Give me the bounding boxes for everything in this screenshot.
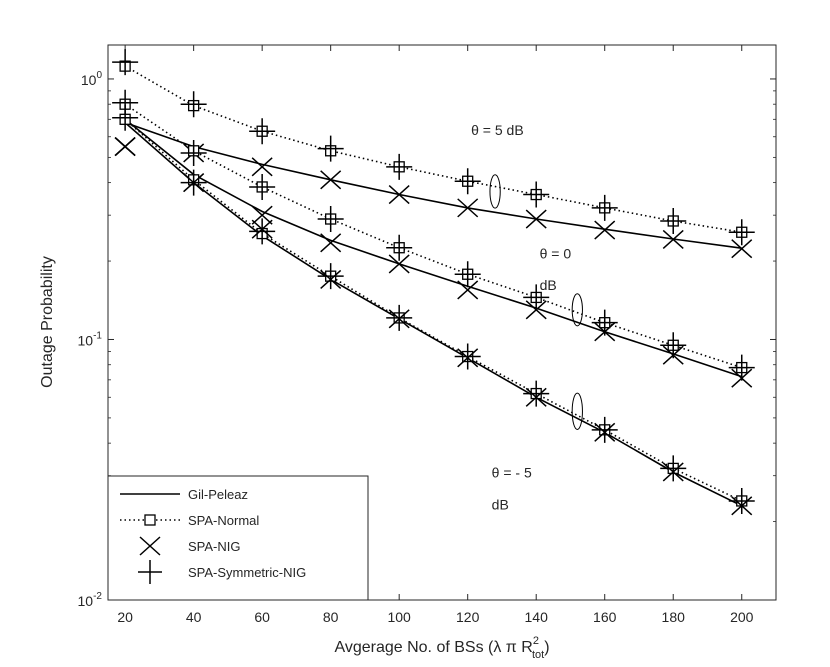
point-spa-symmetric-nig xyxy=(591,194,618,221)
legend-entry-spa-symmetric-nig: SPA-Symmetric-NIG xyxy=(138,560,306,584)
x-tick-label: 180 xyxy=(662,609,686,625)
point-spa-symmetric-nig xyxy=(317,263,344,290)
point-spa-nig xyxy=(594,220,616,240)
y-tick-label-base: 10 xyxy=(81,72,97,88)
annotation-label: dB xyxy=(540,277,557,293)
point-spa-nig xyxy=(525,209,547,229)
point-spa-nig xyxy=(320,233,342,253)
point-spa-nig xyxy=(251,157,273,177)
point-spa-symmetric-nig xyxy=(523,284,550,311)
point-spa-symmetric-nig xyxy=(728,219,755,246)
point-spa-symmetric-nig xyxy=(180,91,207,118)
point-spa-symmetric-nig xyxy=(728,354,755,381)
x-tick-label: 80 xyxy=(323,609,339,625)
x-axis-label-close: ) xyxy=(544,639,549,656)
point-spa-symmetric-nig xyxy=(317,206,344,233)
point-spa-symmetric-nig xyxy=(660,455,687,482)
legend-entry-spa-nig: SPA-NIG xyxy=(139,536,241,556)
point-spa-symmetric-nig xyxy=(523,181,550,208)
point-spa-symmetric-nig xyxy=(249,218,276,245)
point-spa-nig xyxy=(114,137,136,157)
annotation-label: θ = 5 dB xyxy=(471,122,524,138)
point-spa-symmetric-nig xyxy=(112,49,139,76)
y-tick-label-exp: -2 xyxy=(93,591,102,602)
point-spa-nig xyxy=(731,239,753,259)
y-tick-label-base: 10 xyxy=(78,593,94,609)
point-spa-symmetric-nig xyxy=(317,135,344,162)
x-tick-label: 160 xyxy=(593,609,617,625)
y-axis-label: Outage Probability xyxy=(39,256,56,388)
legend-label-spa-symmetric-nig: SPA-Symmetric-NIG xyxy=(188,565,306,580)
point-spa-symmetric-nig xyxy=(591,309,618,336)
legend-label-spa-normal: SPA-Normal xyxy=(188,513,259,528)
x-tick-label: 140 xyxy=(525,609,549,625)
point-spa-symmetric-nig xyxy=(386,153,413,180)
point-spa-symmetric-nig xyxy=(454,343,481,370)
point-spa-symmetric-nig xyxy=(454,261,481,288)
series-gil-peleaz-line xyxy=(124,121,743,507)
y-tick-label: 10-2 xyxy=(78,591,103,609)
point-spa-nig xyxy=(388,184,410,205)
x-tick-label: 60 xyxy=(254,609,270,625)
point-spa-nig xyxy=(457,198,479,218)
annotations-layer: θ = 5 dB θ = 0 dB θ = - 5 dB xyxy=(471,122,583,512)
group-ellipse xyxy=(571,392,583,430)
point-spa-symmetric-nig xyxy=(180,139,207,166)
y-tick-label-base: 10 xyxy=(78,332,94,348)
legend-marker-x xyxy=(139,536,161,556)
point-spa-nig xyxy=(662,229,684,250)
x-axis-label-main: Avgerage No. of BSs (λ π R xyxy=(334,639,532,656)
x-tick-label: 120 xyxy=(456,609,480,625)
y-tick-label-exp: 0 xyxy=(96,70,102,81)
x-axis-label-sup: 2 xyxy=(533,635,539,647)
point-spa-symmetric-nig xyxy=(591,416,618,443)
annotation-label: θ = - 5 xyxy=(492,465,532,481)
group-ellipse xyxy=(571,293,583,327)
point-spa-symmetric-nig xyxy=(386,304,413,331)
series-spa-normal-line xyxy=(124,103,742,369)
x-tick-label: 200 xyxy=(730,609,754,625)
point-spa-symmetric-nig xyxy=(660,207,687,234)
point-spa-symmetric-nig xyxy=(249,173,276,200)
point-spa-symmetric-nig xyxy=(386,234,413,261)
x-tick-label: 100 xyxy=(387,609,411,625)
annotation-label: dB xyxy=(492,496,509,512)
legend-box xyxy=(107,475,369,601)
x-axis-label-sub: tot xyxy=(532,649,544,661)
point-spa-nig xyxy=(388,254,410,274)
legend-label-spa-nig: SPA-NIG xyxy=(188,539,241,554)
group-ellipse xyxy=(489,174,501,209)
annotation-label: θ = 0 xyxy=(540,245,572,261)
legend: Gil-Peleaz SPA-Normal SPA-NIG SPA-Symmet… xyxy=(107,475,369,601)
y-tick-label: 100 xyxy=(81,70,103,88)
legend-marker-square xyxy=(144,514,156,526)
legend-entry-gil-peleaz: Gil-Peleaz xyxy=(120,487,248,502)
x-tick-label: 20 xyxy=(117,609,133,625)
point-spa-symmetric-nig xyxy=(728,487,755,514)
point-spa-symmetric-nig xyxy=(249,118,276,145)
x-axis-label: Avgerage No. of BSs (λ π R2 tot) xyxy=(334,635,549,661)
x-tick-label: 40 xyxy=(186,609,202,625)
point-spa-nig xyxy=(251,205,273,225)
legend-entry-spa-normal: SPA-Normal xyxy=(120,513,259,528)
legend-marker-plus xyxy=(138,560,162,584)
y-tick-label-exp: -1 xyxy=(93,330,102,341)
point-spa-symmetric-nig xyxy=(180,169,207,196)
y-tick-label: 10-1 xyxy=(78,330,103,348)
point-spa-symmetric-nig xyxy=(660,332,687,359)
point-spa-symmetric-nig xyxy=(523,380,550,407)
series-spa-normal-line xyxy=(124,118,743,502)
point-spa-symmetric-nig xyxy=(112,104,139,131)
point-spa-nig xyxy=(457,280,479,300)
series-spa-normal-line xyxy=(124,65,742,233)
series-layer xyxy=(112,49,755,516)
series-gil-peleaz-line xyxy=(124,121,742,249)
series-gil-peleaz-line xyxy=(124,118,742,378)
legend-label-gil-peleaz: Gil-Peleaz xyxy=(188,487,248,502)
point-spa-nig xyxy=(320,170,342,190)
point-spa-symmetric-nig xyxy=(454,168,481,195)
